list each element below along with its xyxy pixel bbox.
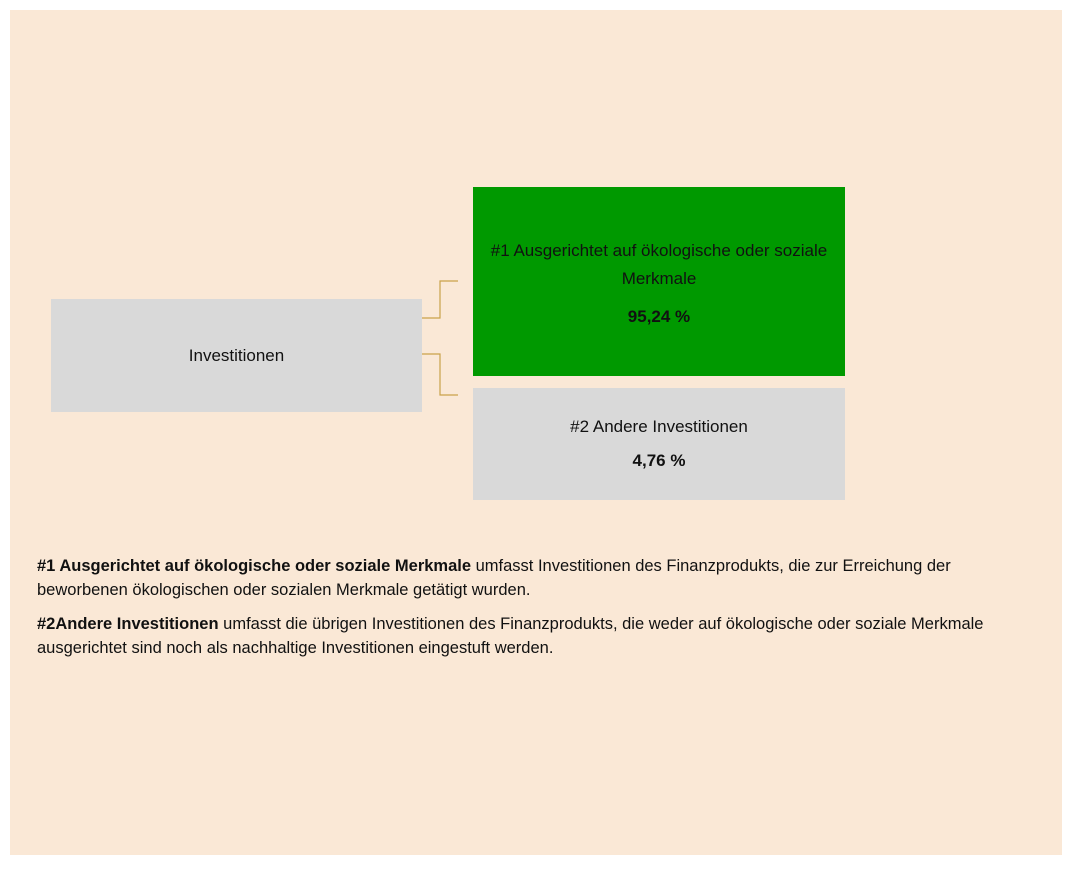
definitions: #1 Ausgerichtet auf ökologische oder soz… bbox=[37, 554, 1027, 670]
root-box: Investitionen bbox=[51, 299, 422, 412]
connector bbox=[422, 280, 458, 319]
definition: #1 Ausgerichtet auf ökologische oder soz… bbox=[37, 554, 1027, 602]
connector bbox=[422, 353, 458, 396]
definition-text: umfasst die übrigen Investitionen des Fi… bbox=[37, 615, 984, 657]
definition-term: #2Andere Investitionen bbox=[37, 615, 219, 633]
child-label: #2 Andere Investitionen bbox=[570, 417, 748, 436]
child-box: #1 Ausgerichtet auf ökologische oder soz… bbox=[473, 187, 845, 376]
definition: #2Andere Investitionen umfasst die übrig… bbox=[37, 612, 1027, 660]
panel: Investitionen #1 Ausgerichtet auf ökolog… bbox=[10, 10, 1062, 855]
child-label: #1 Ausgerichtet auf ökologische oder soz… bbox=[490, 240, 828, 288]
definition-term: #1 Ausgerichtet auf ökologische oder soz… bbox=[37, 557, 472, 575]
connectors bbox=[422, 280, 458, 396]
child-value: 95,24 % bbox=[627, 306, 691, 326]
child-value: 4,76 % bbox=[632, 451, 686, 470]
definition-text: umfasst Investitionen des Finanzprodukts… bbox=[37, 557, 951, 599]
root-label: Investitionen bbox=[188, 345, 285, 365]
child-box: #2 Andere Investitionen 4,76 % bbox=[473, 388, 845, 500]
